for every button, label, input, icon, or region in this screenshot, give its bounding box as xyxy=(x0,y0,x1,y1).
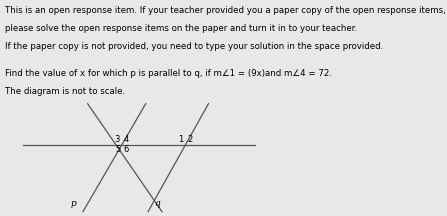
Text: The diagram is not to scale.: The diagram is not to scale. xyxy=(5,87,126,96)
Text: 5: 5 xyxy=(115,145,120,154)
Text: 4: 4 xyxy=(124,135,129,144)
Text: q: q xyxy=(155,199,160,208)
Text: This is an open response item. If your teacher provided you a paper copy of the : This is an open response item. If your t… xyxy=(5,6,446,16)
Text: 3: 3 xyxy=(115,135,120,144)
Text: Find the value of x for which p is parallel to q, if m∠1 = (9x)and m∠4 = 72.: Find the value of x for which p is paral… xyxy=(5,69,333,78)
Text: If the paper copy is not provided, you need to type your solution in the space p: If the paper copy is not provided, you n… xyxy=(5,42,384,51)
Text: 1: 1 xyxy=(178,135,184,144)
Text: 6: 6 xyxy=(124,145,129,154)
Text: 2: 2 xyxy=(187,135,193,144)
Text: p: p xyxy=(71,199,76,208)
Text: please solve the open response items on the paper and turn it in to your teacher: please solve the open response items on … xyxy=(5,24,358,33)
